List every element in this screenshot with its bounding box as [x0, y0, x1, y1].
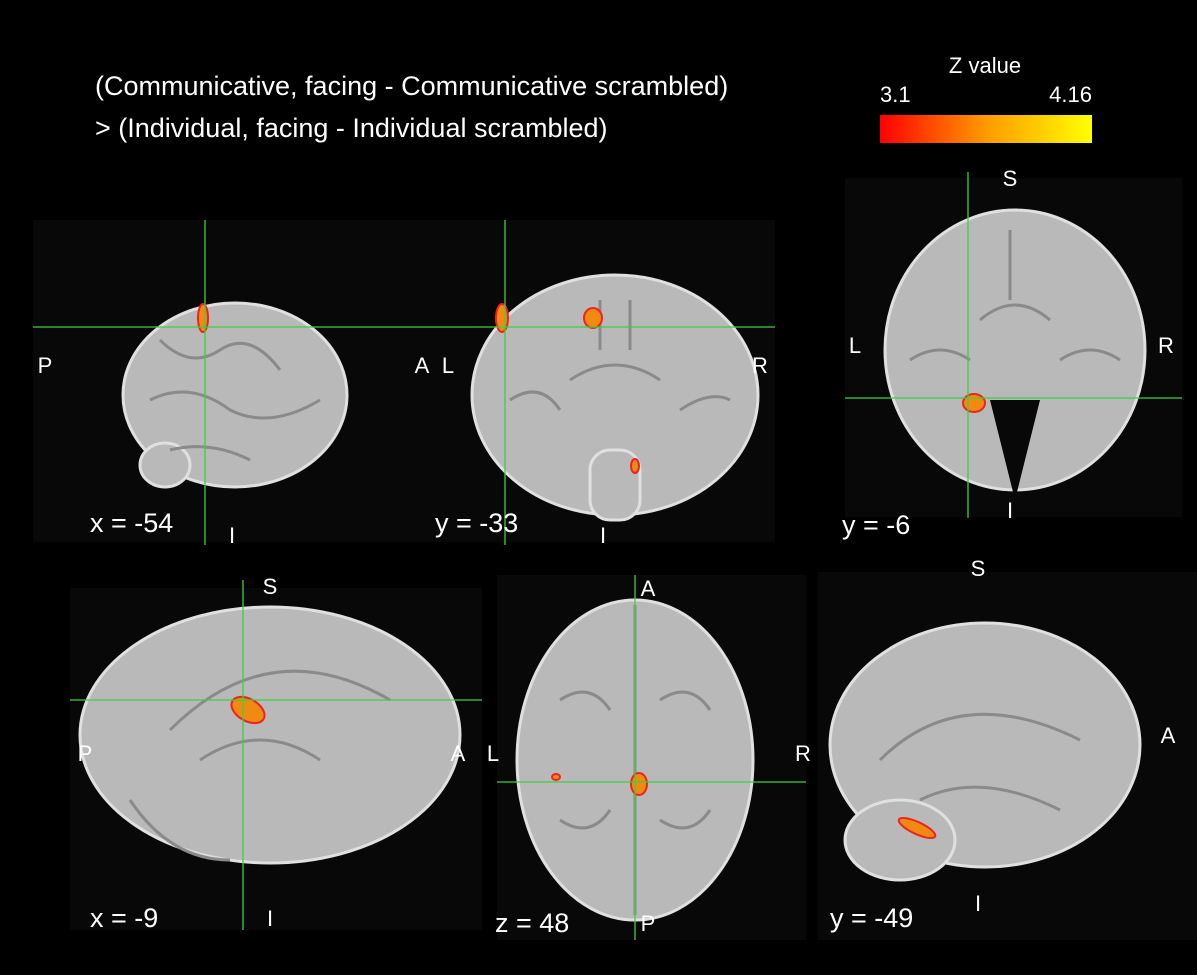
- orientation-label: I: [267, 906, 273, 931]
- orientation-label: P: [38, 353, 53, 378]
- colorbar-max: 4.16: [1049, 82, 1092, 107]
- activation: [631, 773, 647, 795]
- orientation-label: R: [1158, 333, 1174, 358]
- orientation-label: I: [1007, 498, 1013, 523]
- orientation-label: A: [1161, 723, 1176, 748]
- slice-coordinate: y = -6: [842, 510, 910, 540]
- slice-coordinate: y = -33: [435, 508, 518, 538]
- slice-coordinate: y = -49: [830, 903, 913, 933]
- orientation-label: R: [795, 741, 811, 766]
- orientation-label: I: [229, 523, 235, 548]
- orientation-label: L: [442, 353, 454, 378]
- slice-coordinate: x = -54: [90, 508, 173, 538]
- orientation-label: A: [415, 353, 430, 378]
- brain: [845, 800, 955, 880]
- orientation-label: S: [971, 556, 986, 581]
- brain: [80, 607, 460, 863]
- activation: [631, 459, 639, 473]
- orientation-label: S: [1003, 166, 1018, 191]
- activation: [584, 308, 602, 328]
- orientation-label: S: [263, 574, 278, 599]
- orientation-label: L: [487, 741, 499, 766]
- colorbar-min: 3.1: [880, 82, 911, 107]
- orientation-label: I: [600, 523, 606, 548]
- orientation-label: L: [849, 333, 861, 358]
- slice-coordinate: x = -9: [90, 903, 158, 933]
- orientation-label: P: [78, 741, 93, 766]
- figure: (Communicative, facing - Communicative s…: [0, 0, 1197, 975]
- colorbar: [880, 115, 1092, 143]
- orientation-label: A: [641, 576, 656, 601]
- activation: [198, 304, 208, 332]
- orientation-label: A: [451, 741, 466, 766]
- activation: [552, 774, 560, 780]
- title-line: (Communicative, facing - Communicative s…: [95, 71, 728, 101]
- orientation-label: R: [752, 353, 768, 378]
- orientation-label: P: [641, 911, 656, 936]
- activation: [496, 304, 508, 332]
- colorbar-label: Z value: [949, 53, 1021, 78]
- brain: [140, 443, 190, 487]
- activation: [963, 394, 985, 412]
- slice-coordinate: z = 48: [495, 908, 569, 938]
- orientation-label: I: [975, 891, 981, 916]
- title-line: > (Individual, facing - Individual scram…: [95, 113, 608, 143]
